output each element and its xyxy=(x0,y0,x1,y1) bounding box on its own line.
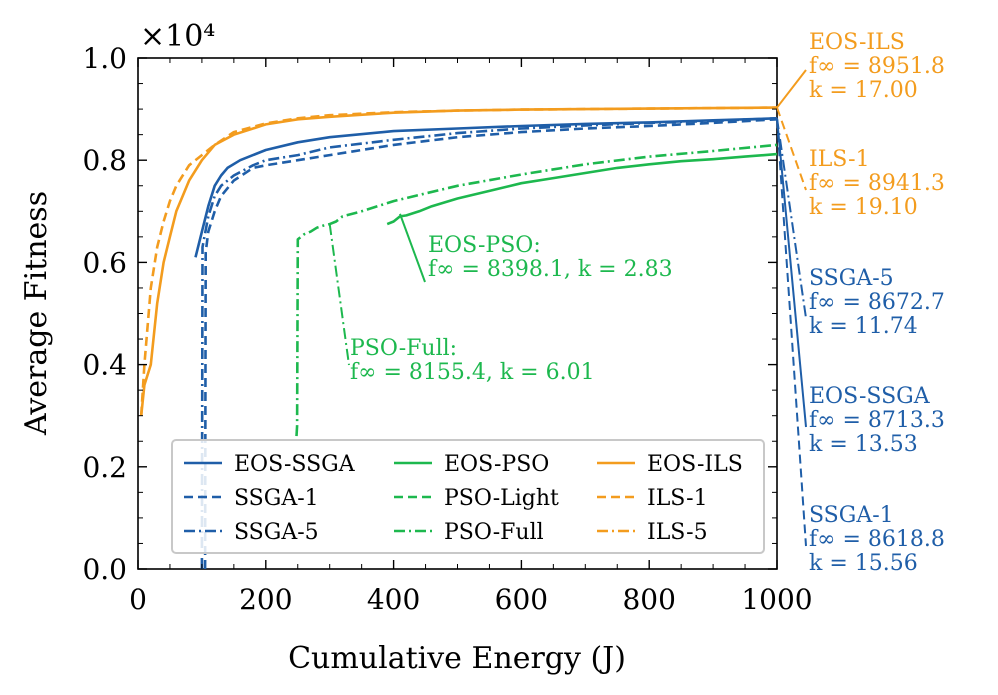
legend-label: EOS-PSO xyxy=(444,452,549,477)
leader-lines xyxy=(328,69,807,547)
legend-label: PSO-Light xyxy=(444,486,559,511)
annotation: SSGA-1f∞ = 8618.8k = 15.56 xyxy=(809,503,945,576)
legend-entry: PSO-Light xyxy=(394,486,559,511)
annotation-text: SSGA-5 xyxy=(809,266,894,291)
axis-ticks: 0 200 400 600 800 1000 0.0 0.2 0.4 0.6 0.8 1.0 xyxy=(82,42,812,616)
y-tick-label: 0.0 xyxy=(82,553,127,586)
x-tick-label: 1000 xyxy=(741,583,812,616)
annotation-text: k = 19.10 xyxy=(809,195,918,220)
y-tick-label: 1.0 xyxy=(82,42,127,75)
y-tick-label: 0.2 xyxy=(82,451,127,484)
legend-label: ILS-1 xyxy=(647,486,708,511)
legend-label: PSO-Full xyxy=(444,520,544,545)
series-line-eos-pso xyxy=(386,152,778,226)
annotation-text: f∞ = 8951.8 xyxy=(809,54,945,79)
annotation-text: f∞ = 8713.3 xyxy=(809,408,945,433)
y-axis-label: Average Fitness xyxy=(19,191,54,436)
leader-line xyxy=(328,223,350,366)
annotation-text: k = 11.74 xyxy=(809,314,918,339)
annotation-text: f∞ = 8672.7 xyxy=(809,290,945,315)
legend: EOS-SSGA SSGA-1 SSGA-5 EOS-PSO PSO-Light PSO-… xyxy=(171,439,765,554)
legend-label: ILS-5 xyxy=(647,520,708,545)
series-line-pso-full xyxy=(295,143,778,437)
y-tick-label: 0.8 xyxy=(82,144,127,177)
x-tick-label: 0 xyxy=(129,583,147,616)
leader-line xyxy=(776,118,807,428)
legend-entry: EOS-SSGA xyxy=(184,452,356,477)
annotation-text: EOS-ILS xyxy=(809,30,905,55)
annotation-text: k = 17.00 xyxy=(809,78,918,103)
series-line-ils-1 xyxy=(139,106,778,416)
leader-line xyxy=(776,118,807,319)
legend-entry: PSO-Full xyxy=(394,520,544,545)
legend-entry: ILS-1 xyxy=(597,486,708,511)
series-line-ssga-5 xyxy=(200,117,778,570)
x-axis-label: Cumulative Energy (J) xyxy=(288,641,626,676)
legend-entry: EOS-ILS xyxy=(597,452,743,477)
legend-label: EOS-ILS xyxy=(647,452,743,477)
annotation-text: EOS-PSO: xyxy=(428,233,541,258)
annotation-text: EOS-SSGA xyxy=(809,384,931,409)
series-line-ssga-1 xyxy=(203,118,778,570)
legend-label: SSGA-5 xyxy=(234,520,319,545)
y-tick-label: 0.4 xyxy=(82,349,127,382)
annotation-text: f∞ = 8941.3 xyxy=(809,171,945,196)
x-tick-label: 200 xyxy=(239,583,292,616)
y-scale-label: ×10⁴ xyxy=(140,19,215,54)
legend-entry: EOS-PSO xyxy=(394,452,549,477)
annotation: ILS-1f∞ = 8941.3k = 19.10 xyxy=(809,147,945,220)
annotation-text: f∞ = 8618.8 xyxy=(809,527,945,552)
legend-entry: ILS-5 xyxy=(597,520,708,545)
x-tick-label: 800 xyxy=(622,583,675,616)
annotation-text: f∞ = 8398.1, k = 2.83 xyxy=(428,257,673,282)
x-tick-label: 400 xyxy=(367,583,420,616)
leader-line xyxy=(776,119,807,547)
legend-box xyxy=(171,439,765,554)
leader-line xyxy=(776,69,807,109)
legend-entry: SSGA-5 xyxy=(184,520,319,545)
legend-label: EOS-SSGA xyxy=(234,452,356,477)
annotation: PSO-Full:f∞ = 8155.4, k = 6.01 xyxy=(350,336,595,385)
annotation-text: SSGA-1 xyxy=(809,503,894,528)
annotation: SSGA-5f∞ = 8672.7k = 11.74 xyxy=(809,266,945,339)
annotation-text: ILS-1 xyxy=(809,147,870,172)
y-tick-label: 0.6 xyxy=(82,246,127,279)
legend-entry: SSGA-1 xyxy=(184,486,319,511)
annotation: EOS-PSO:f∞ = 8398.1, k = 2.83 xyxy=(428,233,673,282)
annotation-text: f∞ = 8155.4, k = 6.01 xyxy=(350,360,595,385)
leader-line xyxy=(776,107,807,191)
annotation-text: PSO-Full: xyxy=(350,336,457,361)
leader-line xyxy=(399,213,426,283)
series-line-eos-ssga xyxy=(194,117,778,258)
annotation-text: k = 15.56 xyxy=(809,551,918,576)
legend-label: SSGA-1 xyxy=(234,486,319,511)
series-layer xyxy=(139,106,778,570)
annotation-text: k = 13.53 xyxy=(809,432,918,457)
x-tick-label: 600 xyxy=(495,583,548,616)
